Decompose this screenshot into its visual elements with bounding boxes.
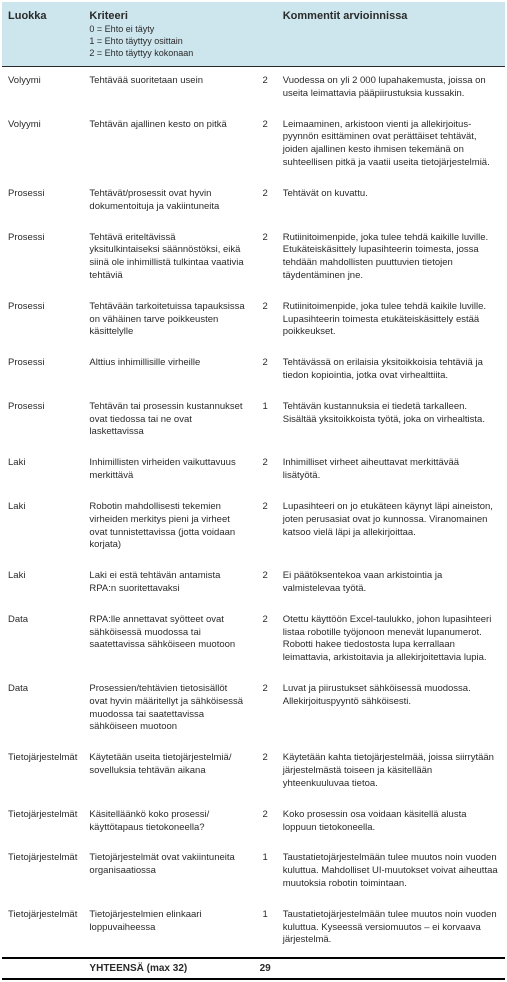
header-sub2: 2 = Ehto täyttyy kokonaan	[89, 48, 247, 58]
table-row: DataRPA:lle annettavat syötteet ovat säh…	[2, 606, 505, 675]
cell-score: 2	[254, 493, 277, 562]
header-score	[254, 2, 277, 67]
cell-score: 2	[254, 449, 277, 493]
cell-comment: Lupasihteeri on jo etukäteen käynyt läpi…	[277, 493, 505, 562]
cell-criteria: Tehtävät/prosessit ovat hyvin dokumentoi…	[83, 180, 253, 224]
table-row: TietojärjestelmätKäytetään useita tietoj…	[2, 744, 505, 800]
total-label: YHTEENSÄ (max 32)	[83, 958, 253, 979]
cell-category: Volyymi	[2, 67, 83, 111]
cell-comment: Leimaaminen, arkistoon vienti ja allekir…	[277, 111, 505, 180]
header-category: Luokka	[2, 2, 83, 67]
cell-category: Laki	[2, 493, 83, 562]
cell-criteria: Tehtävään tarkoitetuissa tapauksissa on …	[83, 293, 253, 349]
table-row: DataProsessien/tehtävien tietosisällöt o…	[2, 675, 505, 744]
cell-comment: Inhimilliset virheet aiheuttavat merkitt…	[277, 449, 505, 493]
cell-category: Volyymi	[2, 111, 83, 180]
cell-criteria: Tietojärjestelmät ovat vakiintuneita org…	[83, 844, 253, 900]
total-value: 29	[254, 958, 277, 979]
cell-comment: Käytetään kahta tietojärjestelmää, joiss…	[277, 744, 505, 800]
table-row: TietojärjestelmätTietojärjestelmät ovat …	[2, 844, 505, 900]
cell-comment: Tehtävän kustannuksia ei tiedetä tarkall…	[277, 393, 505, 449]
cell-category: Tietojärjestelmät	[2, 844, 83, 900]
cell-criteria: Prosessien/tehtävien tietosisällöt ovat …	[83, 675, 253, 744]
total-empty	[2, 958, 83, 979]
cell-comment: Tehtävät on kuvattu.	[277, 180, 505, 224]
cell-criteria: Robotin mahdollisesti tekemien virheiden…	[83, 493, 253, 562]
table-row: LakiInhimillisten virheiden vaikuttavuus…	[2, 449, 505, 493]
cell-category: Laki	[2, 562, 83, 606]
cell-criteria: Tehtävä eriteltävissä yksitulkintaiseksi…	[83, 224, 253, 293]
table-row: ProsessiAlttius inhimillisille virheille…	[2, 349, 505, 393]
cell-comment: Koko prosessin osa voidaan käsitellä alu…	[277, 801, 505, 845]
cell-criteria: Käsitelläänkö koko prosessi/ käyttötapau…	[83, 801, 253, 845]
cell-category: Data	[2, 606, 83, 675]
header-criteria: Kriteeri 0 = Ehto ei täyty 1 = Ehto täyt…	[83, 2, 253, 67]
cell-comment: Luvat ja piirustukset sähköisessä muodos…	[277, 675, 505, 744]
cell-score: 2	[254, 111, 277, 180]
cell-score: 2	[254, 744, 277, 800]
cell-criteria: Tehtävää suoritetaan usein	[83, 67, 253, 111]
cell-category: Data	[2, 675, 83, 744]
cell-criteria: Laki ei estä tehtävän antamista RPA:n su…	[83, 562, 253, 606]
cell-criteria: Tietojärjestelmien elinkaari loppuvaihee…	[83, 901, 253, 958]
header-sub0: 0 = Ehto ei täyty	[89, 24, 247, 34]
table-row: VolyymiTehtävän ajallinen kesto on pitkä…	[2, 111, 505, 180]
total-row: YHTEENSÄ (max 32) 29	[2, 958, 505, 979]
cell-score: 2	[254, 801, 277, 845]
table-row: LakiRobotin mahdollisesti tekemien virhe…	[2, 493, 505, 562]
cell-score: 2	[254, 67, 277, 111]
cell-criteria: Käytetään useita tietojärjestelmiä/ sove…	[83, 744, 253, 800]
table-row: TietojärjestelmätKäsitelläänkö koko pros…	[2, 801, 505, 845]
cell-category: Prosessi	[2, 180, 83, 224]
cell-category: Prosessi	[2, 393, 83, 449]
cell-score: 2	[254, 180, 277, 224]
cell-category: Laki	[2, 449, 83, 493]
table-row: ProsessiTehtävään tarkoitetuissa tapauks…	[2, 293, 505, 349]
cell-criteria: Tehtävän tai prosessin kustannukset ovat…	[83, 393, 253, 449]
cell-comment: Taustatietojärjestelmään tulee muutos no…	[277, 844, 505, 900]
evaluation-table: Luokka Kriteeri 0 = Ehto ei täyty 1 = Eh…	[2, 2, 505, 980]
cell-score: 1	[254, 901, 277, 958]
cell-score: 1	[254, 393, 277, 449]
table-body: VolyymiTehtävää suoritetaan usein2Vuodes…	[2, 67, 505, 959]
cell-comment: Tehtävässä on erilaisia yksitoikkoisia t…	[277, 349, 505, 393]
cell-comment: Rutiinitoimenpide, joka tulee tehdä kaik…	[277, 224, 505, 293]
cell-comment: Rutiinitoimenpide, joka tulee tehdä kaik…	[277, 293, 505, 349]
cell-criteria: Alttius inhimillisille virheille	[83, 349, 253, 393]
table-row: TietojärjestelmätTietojärjestelmien elin…	[2, 901, 505, 958]
cell-comment: Otettu käyttöön Excel-taulukko, johon lu…	[277, 606, 505, 675]
table-row: ProsessiTehtävän tai prosessin kustannuk…	[2, 393, 505, 449]
cell-score: 2	[254, 349, 277, 393]
cell-score: 2	[254, 293, 277, 349]
cell-criteria: RPA:lle annettavat syötteet ovat sähköis…	[83, 606, 253, 675]
table-row: VolyymiTehtävää suoritetaan usein2Vuodes…	[2, 67, 505, 111]
header-criteria-label: Kriteeri	[89, 10, 128, 22]
cell-criteria: Tehtävän ajallinen kesto on pitkä	[83, 111, 253, 180]
header-sub1: 1 = Ehto täyttyy osittain	[89, 36, 247, 46]
cell-score: 2	[254, 224, 277, 293]
cell-category: Tietojärjestelmät	[2, 801, 83, 845]
cell-category: Prosessi	[2, 224, 83, 293]
cell-category: Tietojärjestelmät	[2, 744, 83, 800]
header-comments: Kommentit arvioinnissa	[277, 2, 505, 67]
cell-score: 2	[254, 562, 277, 606]
cell-comment: Vuodessa on yli 2 000 lupahakemusta, joi…	[277, 67, 505, 111]
cell-category: Prosessi	[2, 349, 83, 393]
cell-criteria: Inhimillisten virheiden vaikuttavuus mer…	[83, 449, 253, 493]
cell-score: 2	[254, 606, 277, 675]
table-row: ProsessiTehtävät/prosessit ovat hyvin do…	[2, 180, 505, 224]
cell-comment: Taustatietojärjestelmään tulee muutos no…	[277, 901, 505, 958]
cell-category: Prosessi	[2, 293, 83, 349]
table-row: ProsessiTehtävä eriteltävissä yksitulkin…	[2, 224, 505, 293]
cell-comment: Ei päätöksentekoa vaan arkistointia ja v…	[277, 562, 505, 606]
cell-score: 1	[254, 844, 277, 900]
total-empty2	[277, 958, 505, 979]
table-row: LakiLaki ei estä tehtävän antamista RPA:…	[2, 562, 505, 606]
cell-category: Tietojärjestelmät	[2, 901, 83, 958]
cell-score: 2	[254, 675, 277, 744]
header-row: Luokka Kriteeri 0 = Ehto ei täyty 1 = Eh…	[2, 2, 505, 67]
